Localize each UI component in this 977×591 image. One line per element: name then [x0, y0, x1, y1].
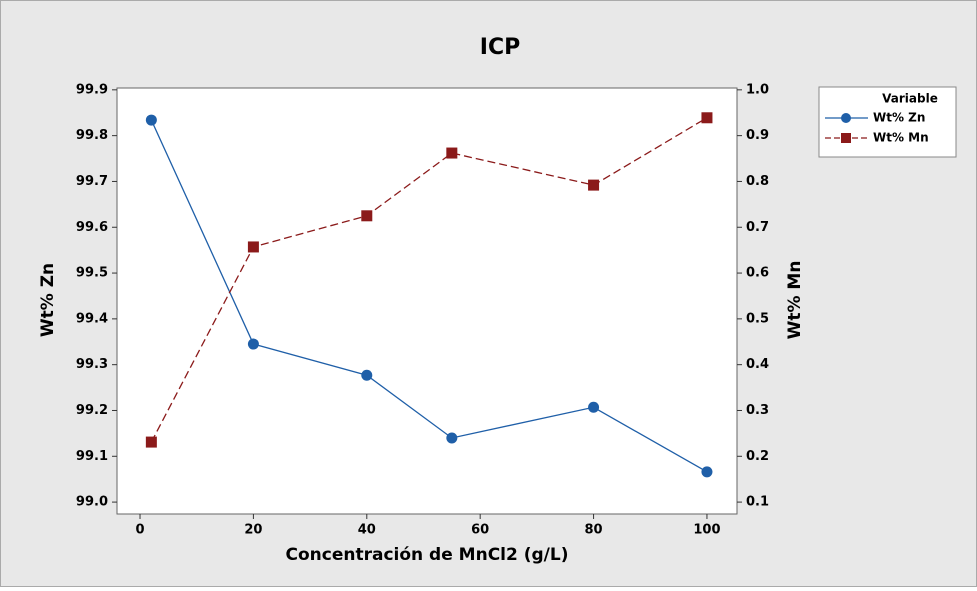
y-tick-label: 99.7: [76, 174, 108, 189]
y2-tick-label: 0.1: [746, 495, 769, 510]
y2-tick-label: 0.5: [746, 311, 769, 326]
legend-label: Wt% Zn: [873, 111, 925, 125]
data-point: [247, 241, 259, 253]
plot-area: [116, 87, 738, 515]
y2-tick-label: 0.8: [746, 174, 769, 189]
data-point: [145, 436, 157, 448]
data-point: [588, 179, 600, 191]
data-point: [701, 112, 713, 124]
y-tick-label: 99.3: [76, 357, 108, 372]
x-tick-label: 0: [135, 523, 144, 538]
y2-tick-label: 0.4: [746, 357, 769, 372]
data-point: [247, 338, 259, 350]
chart-title: ICP: [480, 35, 520, 60]
data-point: [446, 147, 458, 159]
y2-tick-label: 0.6: [746, 266, 769, 281]
legend-title: Variable: [882, 92, 938, 106]
y2-tick-label: 0.7: [746, 220, 769, 235]
y-tick-label: 99.0: [76, 495, 108, 510]
y-axis-label: Wt% Zn: [38, 263, 58, 337]
y-tick-label: 99.8: [76, 128, 108, 143]
y2-tick-label: 0.9: [746, 128, 769, 143]
legend-symbol: [841, 113, 851, 123]
data-point: [145, 114, 157, 126]
y-tick-label: 99.9: [76, 82, 108, 97]
y-tick-label: 99.4: [76, 311, 108, 326]
y2-tick-label: 0.3: [746, 403, 769, 418]
y-tick-label: 99.2: [76, 403, 108, 418]
x-tick-label: 20: [244, 523, 262, 538]
legend-symbol: [841, 133, 851, 143]
x-tick-label: 100: [693, 523, 720, 538]
series-line: [150, 117, 708, 443]
x-axis-label: Concentración de MnCl2 (g/L): [286, 545, 569, 565]
legend-label: Wt% Mn: [873, 131, 929, 145]
x-tick-label: 80: [585, 523, 603, 538]
data-point: [588, 401, 600, 413]
data-point: [361, 369, 373, 381]
y2-tick-label: 1.0: [746, 82, 769, 97]
data-point: [446, 432, 458, 444]
y2-tick-label: 0.2: [746, 449, 769, 464]
y-tick-label: 99.6: [76, 220, 108, 235]
legend-box: [818, 86, 957, 158]
y2-axis-label: Wt% Mn: [785, 261, 805, 340]
x-tick-label: 40: [358, 523, 376, 538]
series-line: [150, 119, 708, 473]
y-tick-label: 99.1: [76, 449, 108, 464]
x-tick-label: 60: [471, 523, 489, 538]
y-tick-label: 99.5: [76, 266, 108, 281]
data-point: [361, 210, 373, 222]
data-point: [701, 466, 713, 478]
